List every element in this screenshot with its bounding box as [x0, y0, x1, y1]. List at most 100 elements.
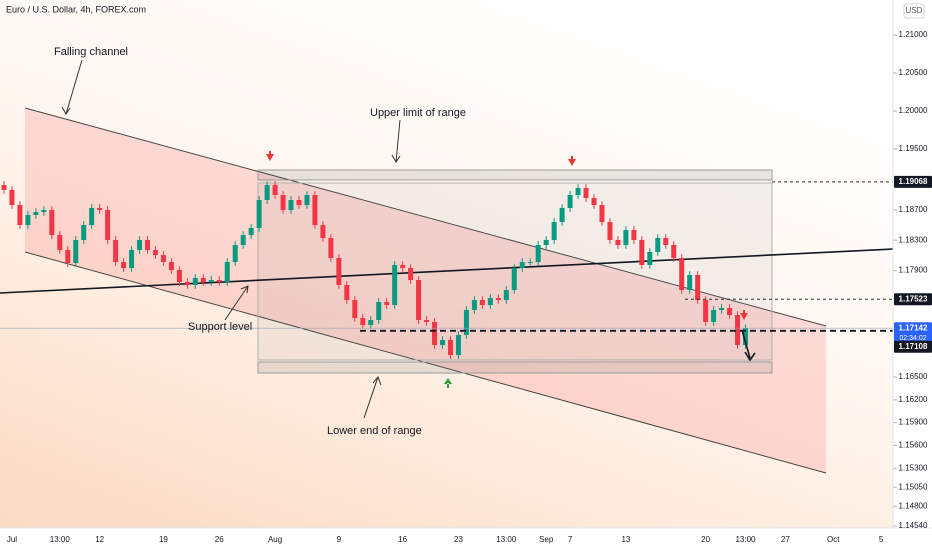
candle-body — [240, 235, 246, 246]
y-tick-label: 1.18300 — [899, 235, 928, 244]
candle-body — [288, 200, 294, 211]
x-tick-label: 13:00 — [496, 535, 517, 544]
candle-body — [447, 339, 453, 356]
red-arrows — [266, 151, 748, 320]
pointer — [363, 376, 382, 419]
candle-body — [57, 235, 63, 251]
x-tick-label: 20 — [701, 535, 710, 544]
projection-arrow-head — [744, 351, 756, 362]
red-arrow — [266, 151, 274, 161]
candle-body — [663, 238, 669, 246]
candle-body — [192, 277, 198, 285]
lower-range-band — [257, 361, 773, 374]
candle-body — [742, 328, 748, 346]
annotation: Support level — [188, 321, 252, 333]
candle-body — [535, 245, 541, 263]
candle-body — [559, 207, 565, 223]
price-label-box — [894, 175, 932, 188]
candle-body — [272, 185, 278, 195]
price-label-box — [894, 322, 932, 345]
x-tick-label: 12 — [95, 535, 104, 544]
pointer — [224, 285, 249, 321]
annotation: Upper limit of range — [370, 107, 466, 119]
candle-body — [248, 227, 254, 236]
x-tick-label: 27 — [781, 535, 790, 544]
x-tick-label: 7 — [568, 535, 573, 544]
candle-body — [160, 255, 166, 263]
candle-body — [17, 205, 23, 226]
candle-body — [511, 268, 517, 290]
pointer — [391, 119, 401, 163]
candle-body — [599, 205, 605, 223]
price-label: 1.17523 — [899, 294, 928, 303]
candle-body — [647, 251, 653, 265]
candle-body — [216, 280, 222, 283]
candle-body — [440, 339, 446, 346]
y-tick-label: 1.20000 — [899, 106, 928, 115]
candle-body — [121, 262, 127, 269]
candle-body — [184, 282, 190, 285]
x-tick-label: 9 — [337, 535, 342, 544]
candle-body — [320, 225, 326, 239]
marks — [0, 181, 893, 359]
candle-body — [176, 270, 182, 283]
x-tick-label: Aug — [268, 535, 282, 544]
axes: 1.21000 1.20500 1.20000 1.19500 1.18700 1.183… — [7, 30, 932, 544]
candle-body — [360, 318, 366, 326]
candle-body — [105, 210, 111, 240]
candle-body — [81, 225, 87, 240]
channel-fill — [25, 108, 826, 473]
candle-body — [344, 284, 350, 301]
candle-body — [384, 301, 390, 306]
price-label-box — [894, 293, 932, 306]
annotation-pointers — [61, 59, 401, 419]
x-tick-label: 13 — [621, 535, 630, 544]
candle-body — [551, 222, 557, 240]
upper-range-band — [257, 169, 773, 181]
candle-body — [424, 320, 430, 322]
candle-body — [1, 185, 7, 190]
chart-title: Euro / U.S. Dollar, 4h, FOREX.com — [6, 4, 146, 14]
candle-body — [41, 210, 47, 213]
y-tick-label: 1.15900 — [899, 418, 928, 427]
y-tick-label: 1.18700 — [899, 205, 928, 214]
candle-body — [232, 245, 238, 263]
candle-body — [543, 239, 549, 246]
support-line — [0, 248, 894, 294]
price-axis — [893, 0, 932, 550]
green-arrow — [444, 378, 452, 388]
candle-body — [256, 200, 262, 228]
candle-body — [487, 298, 493, 306]
y-tick-label: 1.16200 — [899, 395, 928, 404]
candle-body — [711, 309, 717, 322]
x-tick-label: Jul — [7, 535, 17, 544]
candle-body — [719, 308, 725, 310]
x-tick-label: 23 — [454, 535, 463, 544]
candle-body — [392, 264, 398, 306]
pointer — [61, 59, 83, 115]
annotation: Falling channel — [54, 46, 128, 58]
candle-body — [9, 189, 15, 206]
y-tick-label: 1.15600 — [899, 441, 928, 450]
price-label: 1.17108 — [899, 342, 928, 351]
x-tick-label: 13:00 — [50, 535, 71, 544]
candle-body — [631, 230, 637, 240]
candle-body — [145, 239, 151, 251]
x-tick-label: Oct — [827, 535, 840, 544]
candle-body — [200, 277, 206, 283]
candle-body — [432, 321, 438, 346]
candle-body — [33, 212, 39, 215]
candle-body — [336, 257, 342, 285]
candle-body — [368, 320, 374, 326]
candle-body — [607, 222, 613, 240]
candle-body — [727, 308, 733, 315]
y-tick-label: 1.14540 — [899, 521, 928, 530]
candle-body — [671, 245, 677, 258]
candle-body — [25, 214, 31, 226]
candle-body — [471, 300, 477, 310]
red-arrow — [740, 310, 748, 320]
x-tick-label: 19 — [159, 535, 168, 544]
candle-body — [152, 250, 158, 256]
